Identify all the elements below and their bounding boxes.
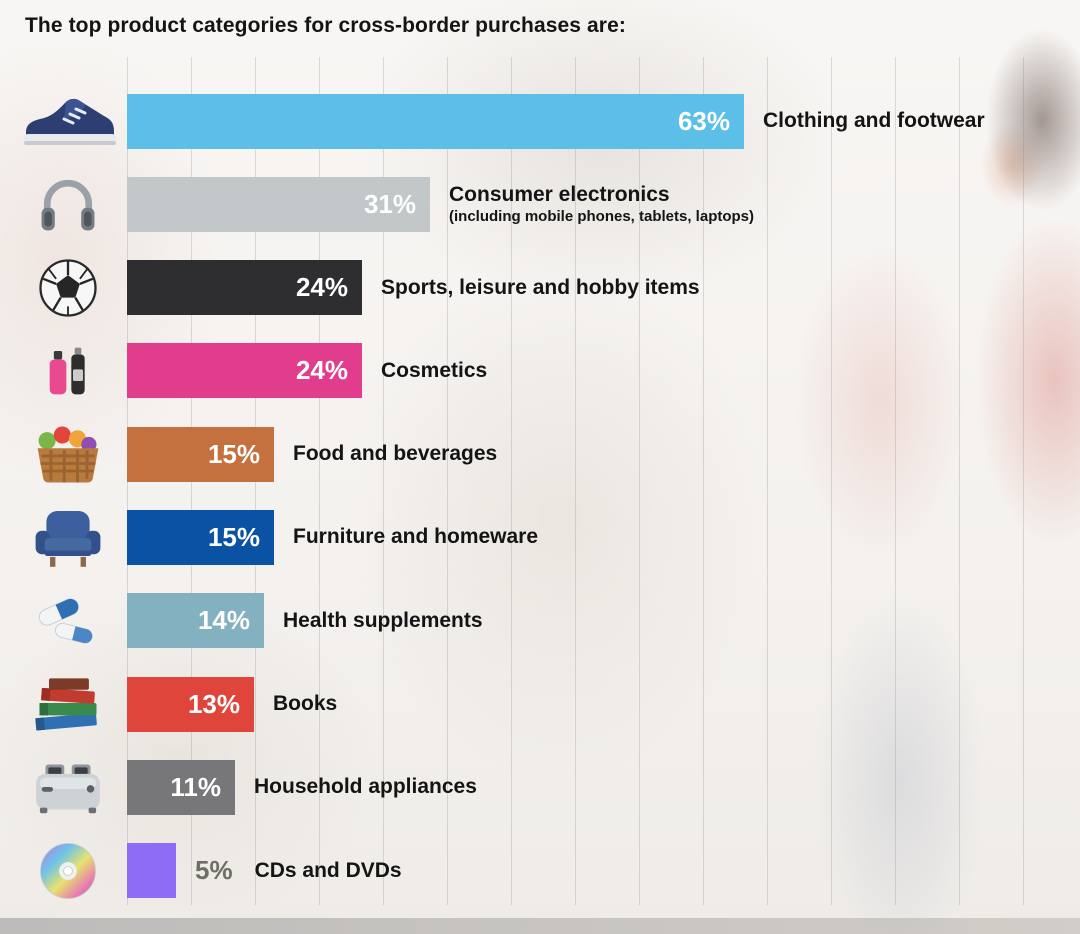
groceries-icon bbox=[9, 423, 127, 485]
chart-row: 63% Clothing and footwear bbox=[9, 79, 1080, 163]
label-block: Household appliances bbox=[254, 775, 477, 799]
label-block: Consumer electronics (including mobile p… bbox=[449, 183, 754, 226]
chart-row: 13% Books bbox=[9, 662, 1080, 746]
bar-value-label: 5% bbox=[195, 855, 233, 886]
category-label: Consumer electronics bbox=[449, 182, 670, 206]
bar-line: 24% Sports, leisure and hobby items bbox=[127, 260, 1080, 316]
bar-annotation: Sports, leisure and hobby items bbox=[381, 276, 700, 300]
label-block: Food and beverages bbox=[293, 442, 497, 466]
bar-value-label: 63% bbox=[677, 105, 730, 136]
books-icon bbox=[9, 673, 127, 735]
label-block: Sports, leisure and hobby items bbox=[381, 276, 700, 300]
cosmetics-icon bbox=[9, 338, 127, 404]
bar: 13% bbox=[127, 676, 254, 732]
bar-line: 31% Consumer electronics (including mobi… bbox=[127, 176, 1080, 232]
category-label: Books bbox=[273, 692, 338, 716]
chart-row: 11% Household appliances bbox=[9, 745, 1080, 829]
bar: 14% bbox=[127, 593, 264, 649]
category-label: Health supplements bbox=[283, 608, 483, 632]
soccer-ball-icon bbox=[9, 255, 127, 321]
headphones-icon bbox=[9, 170, 127, 238]
chart-row: 14% Health supplements bbox=[9, 579, 1080, 663]
bar-line: 24% Cosmetics bbox=[127, 343, 1080, 399]
bar: 11% bbox=[127, 759, 235, 815]
bar-value-label: 24% bbox=[295, 355, 348, 386]
category-label: Sports, leisure and hobby items bbox=[381, 275, 700, 299]
chart-row: 31% Consumer electronics (including mobi… bbox=[9, 162, 1080, 246]
chart-row: 5% CDs and DVDs bbox=[9, 829, 1080, 913]
bar-value-label: 15% bbox=[207, 522, 260, 552]
bar-annotation: Furniture and homeware bbox=[293, 525, 538, 549]
category-label: Food and beverages bbox=[293, 442, 498, 466]
bar-annotation: Health supplements bbox=[283, 609, 483, 633]
bar-line: 63% Clothing and footwear bbox=[127, 93, 1080, 149]
bar-annotation: Food and beverages bbox=[293, 442, 497, 466]
bar-line: 5% CDs and DVDs bbox=[127, 843, 1080, 899]
bar: 63% bbox=[127, 93, 744, 149]
bar-value-label: 13% bbox=[187, 688, 240, 719]
chart-row: 24% Sports, leisure and hobby items bbox=[9, 246, 1080, 330]
toaster-icon bbox=[9, 757, 127, 817]
category-label: Clothing and footwear bbox=[763, 108, 985, 132]
label-block: CDs and DVDs bbox=[255, 859, 402, 883]
bar: 24% bbox=[127, 343, 362, 399]
cd-icon bbox=[9, 839, 127, 903]
chart-row: 15% Food and beverages bbox=[9, 412, 1080, 496]
bar: 15% bbox=[127, 426, 274, 482]
category-label: Cosmetics bbox=[381, 358, 488, 382]
bar-line: 14% Health supplements bbox=[127, 593, 1080, 649]
bar-value-label: 31% bbox=[363, 188, 416, 219]
bar-line: 11% Household appliances bbox=[127, 759, 1080, 815]
bar-line: 15% Furniture and homeware bbox=[127, 510, 1080, 565]
label-block: Health supplements bbox=[283, 609, 483, 633]
bar: 24% bbox=[127, 260, 362, 316]
label-block: Books bbox=[273, 692, 337, 716]
sneaker-icon bbox=[9, 92, 127, 150]
bar-line: 15% Food and beverages bbox=[127, 426, 1080, 482]
category-label: Household appliances bbox=[254, 775, 477, 799]
category-label: CDs and DVDs bbox=[254, 858, 402, 882]
chart-title: The top product categories for cross-bor… bbox=[25, 14, 626, 37]
category-label: Furniture and homeware bbox=[293, 525, 539, 549]
bar: 15% bbox=[127, 510, 274, 565]
label-block: Clothing and footwear bbox=[763, 109, 985, 133]
bar-annotation: Cosmetics bbox=[381, 359, 487, 383]
armchair-icon bbox=[9, 504, 127, 572]
bar bbox=[127, 843, 176, 899]
bar-annotation: Household appliances bbox=[254, 775, 477, 799]
label-block: Cosmetics bbox=[381, 359, 487, 383]
bar-value-label: 11% bbox=[170, 771, 221, 802]
pills-icon bbox=[9, 591, 127, 651]
bar-annotation: 5% CDs and DVDs bbox=[195, 855, 402, 886]
chart-row: 24% Cosmetics bbox=[9, 329, 1080, 413]
bar-line: 13% Books bbox=[127, 676, 1080, 732]
bar: 31% bbox=[127, 176, 430, 232]
photo-floor-strip bbox=[0, 918, 1080, 934]
bar-annotation: Books bbox=[273, 692, 337, 716]
bar-annotation: Consumer electronics (including mobile p… bbox=[449, 183, 754, 226]
category-sublabel: (including mobile phones, tablets, lapto… bbox=[449, 207, 755, 225]
bar-value-label: 14% bbox=[197, 605, 250, 636]
bar-value-label: 24% bbox=[295, 272, 348, 303]
chart-row: 15% Furniture and homeware bbox=[9, 496, 1080, 580]
bar-annotation: Clothing and footwear bbox=[763, 109, 985, 133]
bar-value-label: 15% bbox=[207, 438, 260, 469]
label-block: Furniture and homeware bbox=[293, 525, 538, 549]
